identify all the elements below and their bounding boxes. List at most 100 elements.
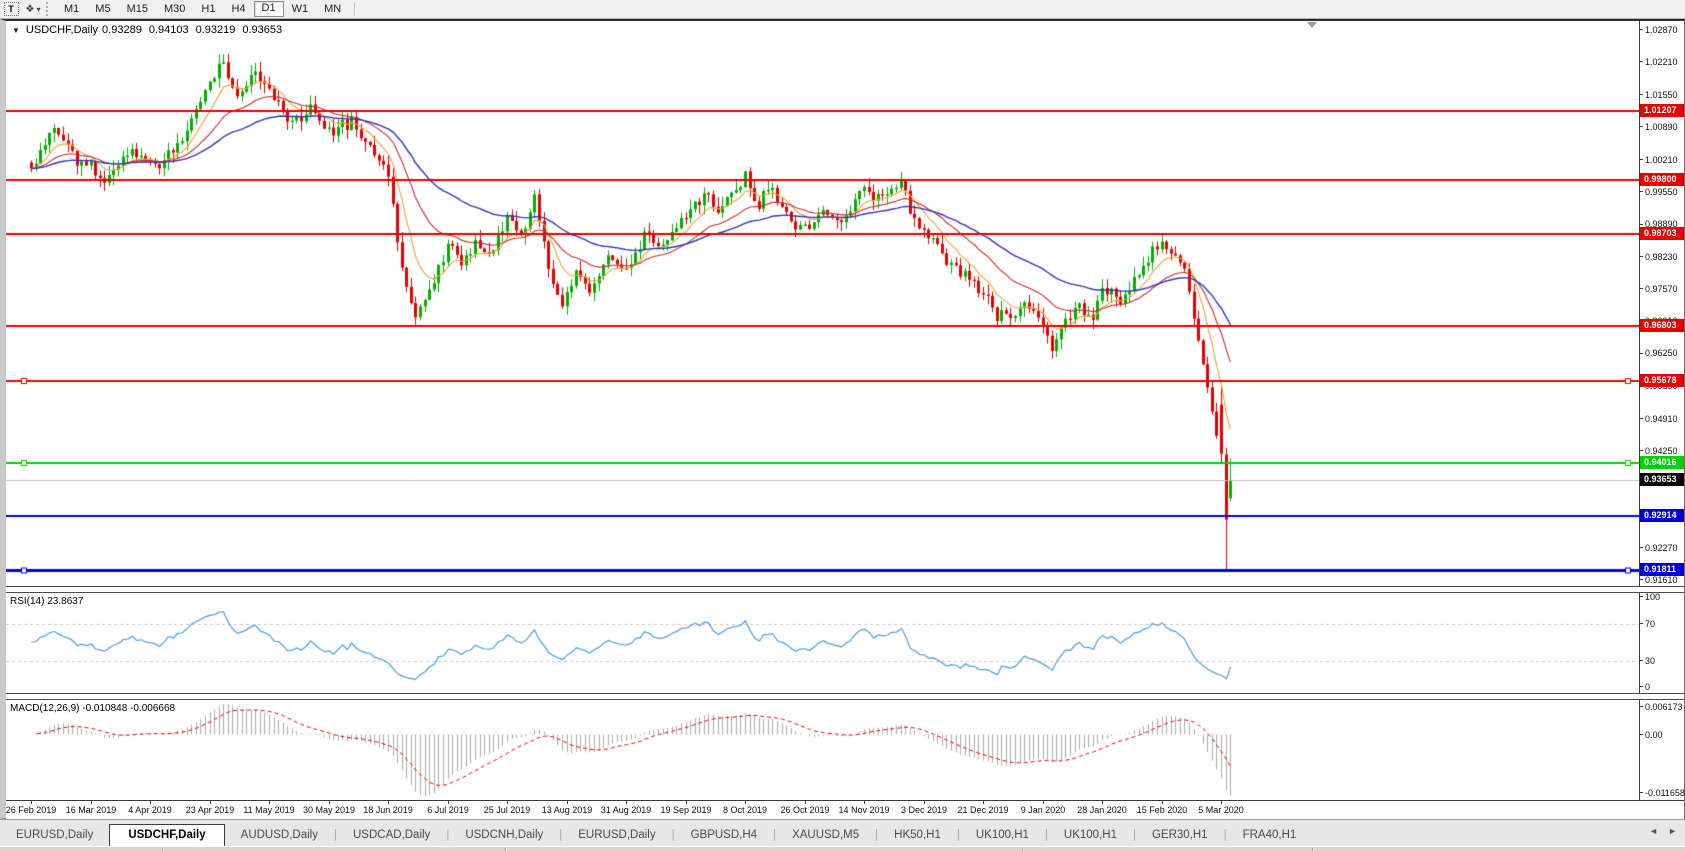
tab-usdcnh-daily[interactable]: USDCNH,Daily bbox=[465, 829, 544, 841]
tab-separator: | bbox=[1044, 829, 1048, 841]
time-tick-label: 11 May 2019 bbox=[243, 805, 295, 815]
tab-separator: | bbox=[1223, 829, 1227, 841]
time-tick-mark bbox=[686, 801, 687, 804]
tab-usdchf-daily[interactable]: USDCHF,Daily bbox=[109, 824, 225, 847]
toolbar-grip[interactable] bbox=[46, 2, 51, 16]
toolbar-separator bbox=[354, 2, 357, 16]
tab-uk100-h1[interactable]: UK100,H1 bbox=[1063, 829, 1117, 841]
time-tick-mark bbox=[864, 801, 865, 804]
time-tick-mark bbox=[1221, 801, 1222, 804]
macd-label: MACD(12,26,9) -0.010848 -0.006668 bbox=[10, 703, 176, 714]
time-tick-label: 25 Jul 2019 bbox=[483, 805, 531, 815]
ohlc-high: 0.94103 bbox=[148, 24, 189, 36]
tab-eurusd-daily[interactable]: EURUSD,Daily bbox=[578, 829, 656, 841]
pane-splitter[interactable] bbox=[6, 586, 1684, 593]
price-axis[interactable]: 1.02870 1.02210 1.01550 1.00890 1.00210 0.995… bbox=[1639, 21, 1684, 586]
price-tick-label: 1.02210 bbox=[1640, 57, 1684, 67]
price-tick-label: 1.02870 bbox=[1640, 25, 1684, 35]
timeframe-button-m15[interactable]: M15 bbox=[126, 3, 148, 15]
price-tick-label: 0.96250 bbox=[1640, 348, 1684, 358]
status-separator bbox=[1312, 848, 1314, 851]
timeframe-button-w1[interactable]: W1 bbox=[291, 3, 309, 15]
price-level-badge: 0.99800 bbox=[1640, 173, 1684, 186]
tab-separator: | bbox=[446, 829, 450, 841]
rsi-tick-label: 30 bbox=[1640, 656, 1684, 666]
rsi-tick-label: 100 bbox=[1640, 592, 1684, 602]
rsi-axis[interactable]: 100 70 30 0 bbox=[1639, 592, 1684, 693]
current-price-badge: 0.93653 bbox=[1640, 473, 1684, 487]
tab-audusd-daily[interactable]: AUDUSD,Daily bbox=[240, 829, 318, 841]
time-tick-label: 18 Jun 2019 bbox=[363, 805, 413, 815]
time-tick-mark bbox=[269, 801, 270, 804]
tab-ger30-h1[interactable]: GER30,H1 bbox=[1151, 829, 1208, 841]
time-tick-mark bbox=[567, 801, 568, 804]
rsi-pane: RSI(14) 23.8637 100 70 30 0 bbox=[6, 592, 1684, 693]
status-bar bbox=[0, 846, 1685, 852]
toolbar: T ❖ ▾ M1 M5 M15 M30 H1 H4 D1 W1 MN bbox=[0, 0, 1685, 19]
price-level-badge: 0.95678 bbox=[1640, 374, 1684, 388]
tab-separator: | bbox=[773, 829, 777, 841]
tab-scroll-right-icon[interactable]: ► bbox=[1668, 826, 1677, 836]
tab-uk100-h1[interactable]: UK100,H1 bbox=[975, 829, 1029, 841]
time-tick-mark bbox=[1102, 801, 1103, 804]
tab-separator: | bbox=[671, 829, 675, 841]
macd-tick-label: 0.006173 bbox=[1640, 702, 1684, 712]
tab-hk50-h1[interactable]: HK50,H1 bbox=[894, 829, 941, 841]
objects-tool-button[interactable]: ❖ ▾ bbox=[24, 2, 42, 17]
tab-eurusd-daily[interactable]: EURUSD,Daily bbox=[16, 829, 94, 841]
price-tick-label: 0.99550 bbox=[1640, 187, 1684, 197]
timeframe-button-h1[interactable]: H1 bbox=[201, 3, 216, 15]
time-tick-label: 16 Mar 2019 bbox=[65, 805, 117, 815]
tab-separator: | bbox=[875, 829, 879, 841]
time-tick-label: 3 Dec 2019 bbox=[900, 805, 948, 815]
time-tick-mark bbox=[150, 801, 151, 804]
chart-menu-icon[interactable]: ▼ bbox=[12, 25, 20, 35]
timeframe-button-m30[interactable]: M30 bbox=[163, 3, 186, 15]
main-price-pane: ▼ USDCHF,Daily 0.93289 0.94103 0.93219 0… bbox=[6, 21, 1684, 586]
tab-separator: | bbox=[559, 829, 563, 841]
timeframe-button-mn[interactable]: MN bbox=[324, 3, 342, 15]
ohlc-close: 0.93653 bbox=[242, 24, 283, 36]
timeframe-group: M1 M5 M15 M30 H1 H4 D1 W1 MN bbox=[56, 0, 349, 18]
time-tick-label: 31 Aug 2019 bbox=[600, 805, 652, 815]
main-chart-canvas[interactable] bbox=[6, 21, 1640, 586]
tab-usdcad-daily[interactable]: USDCAD,Daily bbox=[352, 829, 431, 841]
macd-axis[interactable]: 0.006173 0.00 -0.011658 bbox=[1639, 700, 1685, 800]
objects-tool-icon: ❖ bbox=[25, 3, 35, 15]
time-tick-label: 30 May 2019 bbox=[302, 805, 356, 815]
chart-shift-marker-icon[interactable] bbox=[1307, 22, 1317, 28]
tab-separator: | bbox=[1132, 829, 1136, 841]
time-tick-mark bbox=[210, 801, 211, 804]
time-tick-label: 26 Oct 2019 bbox=[780, 805, 830, 815]
timeframe-button-d1[interactable]: D1 bbox=[253, 1, 284, 17]
timeframe-button-m1[interactable]: M1 bbox=[64, 3, 80, 15]
time-tick-label: 4 Apr 2019 bbox=[128, 805, 172, 815]
macd-canvas[interactable] bbox=[6, 700, 1640, 800]
tab-separator: | bbox=[956, 829, 960, 841]
tab-xauusd-m5[interactable]: XAUUSD,M5 bbox=[792, 829, 860, 841]
ohlc-low: 0.93219 bbox=[195, 24, 236, 36]
price-tick-label: 0.92270 bbox=[1640, 543, 1684, 553]
ohlc-open: 0.93289 bbox=[102, 24, 142, 36]
text-tool-button[interactable]: T bbox=[2, 2, 20, 17]
time-tick-mark bbox=[1043, 801, 1044, 804]
time-tick-label: 23 Apr 2019 bbox=[185, 805, 235, 815]
price-level-badge: 1.01207 bbox=[1640, 104, 1684, 118]
rsi-canvas[interactable] bbox=[6, 593, 1640, 693]
macd-pane: MACD(12,26,9) -0.010848 -0.006668 0.0061… bbox=[6, 700, 1685, 800]
pane-splitter[interactable] bbox=[6, 693, 1684, 700]
time-tick-label: 15 Feb 2020 bbox=[1136, 805, 1188, 815]
tab-gbpusd-h4[interactable]: GBPUSD,H4 bbox=[690, 829, 758, 841]
tab-scroll-left-icon[interactable]: ◄ bbox=[1649, 826, 1659, 836]
price-tick-label: 0.94250 bbox=[1640, 446, 1684, 456]
timeframe-button-h4[interactable]: H4 bbox=[231, 3, 246, 15]
time-tick-label: 6 Jul 2019 bbox=[427, 805, 469, 815]
status-separator bbox=[1022, 848, 1024, 851]
tab-fra40-h1[interactable]: FRA40,H1 bbox=[1242, 829, 1297, 841]
time-axis[interactable]: 26 Feb 2019 16 Mar 2019 4 Apr 2019 23 Apr 2… bbox=[6, 800, 1684, 821]
timeframe-button-m5[interactable]: M5 bbox=[95, 3, 111, 15]
time-tick-mark bbox=[983, 801, 984, 804]
status-separator bbox=[162, 848, 164, 851]
macd-tick-label: 0.00 bbox=[1640, 730, 1684, 740]
